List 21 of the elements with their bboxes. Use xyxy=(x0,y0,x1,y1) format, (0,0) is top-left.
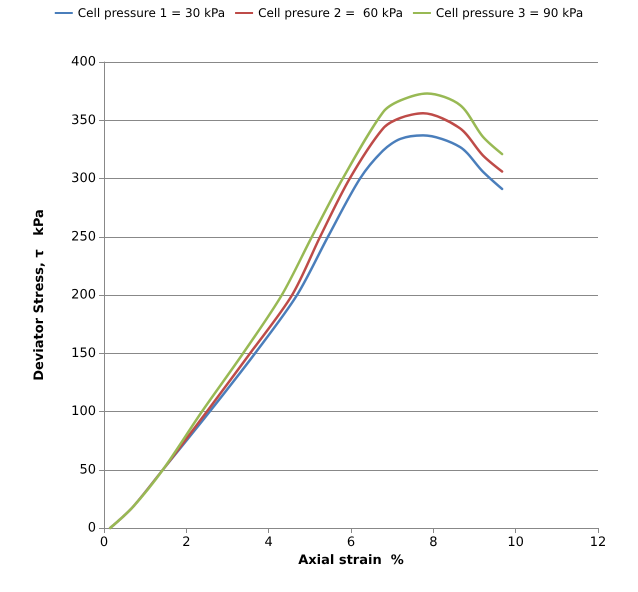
y-tick-label: 300 xyxy=(71,171,96,186)
y-axis-title: Deviator Stress, τ kPa xyxy=(32,209,47,381)
legend-label: Cell pressure 1 = 30 kPa xyxy=(78,6,226,20)
legend-label: Cell pressure 3 = 90 kPa xyxy=(436,6,584,20)
y-tick-label: 200 xyxy=(71,288,96,302)
x-tick-label: 12 xyxy=(590,535,606,550)
y-tick-label: 400 xyxy=(71,54,96,70)
x-axis-title: Axial strain % xyxy=(298,552,404,568)
x-tick-label: 6 xyxy=(346,535,356,550)
x-tick-label: 8 xyxy=(429,535,438,550)
x-tick-label: 4 xyxy=(264,535,273,550)
y-tick-label: 150 xyxy=(71,346,96,361)
x-tick-label: 0 xyxy=(100,535,108,550)
y-tick-label: 50 xyxy=(79,462,96,478)
y-tick-label: 250 xyxy=(71,229,96,244)
x-tick-label: 2 xyxy=(182,535,190,550)
y-tick-label: 350 xyxy=(71,112,96,128)
y-tick-label: 0 xyxy=(88,520,96,536)
x-tick-label: 10 xyxy=(507,535,524,550)
legend-label: Cell presure 2 = 60 kPa xyxy=(258,6,403,20)
y-tick-label: 100 xyxy=(71,404,96,419)
